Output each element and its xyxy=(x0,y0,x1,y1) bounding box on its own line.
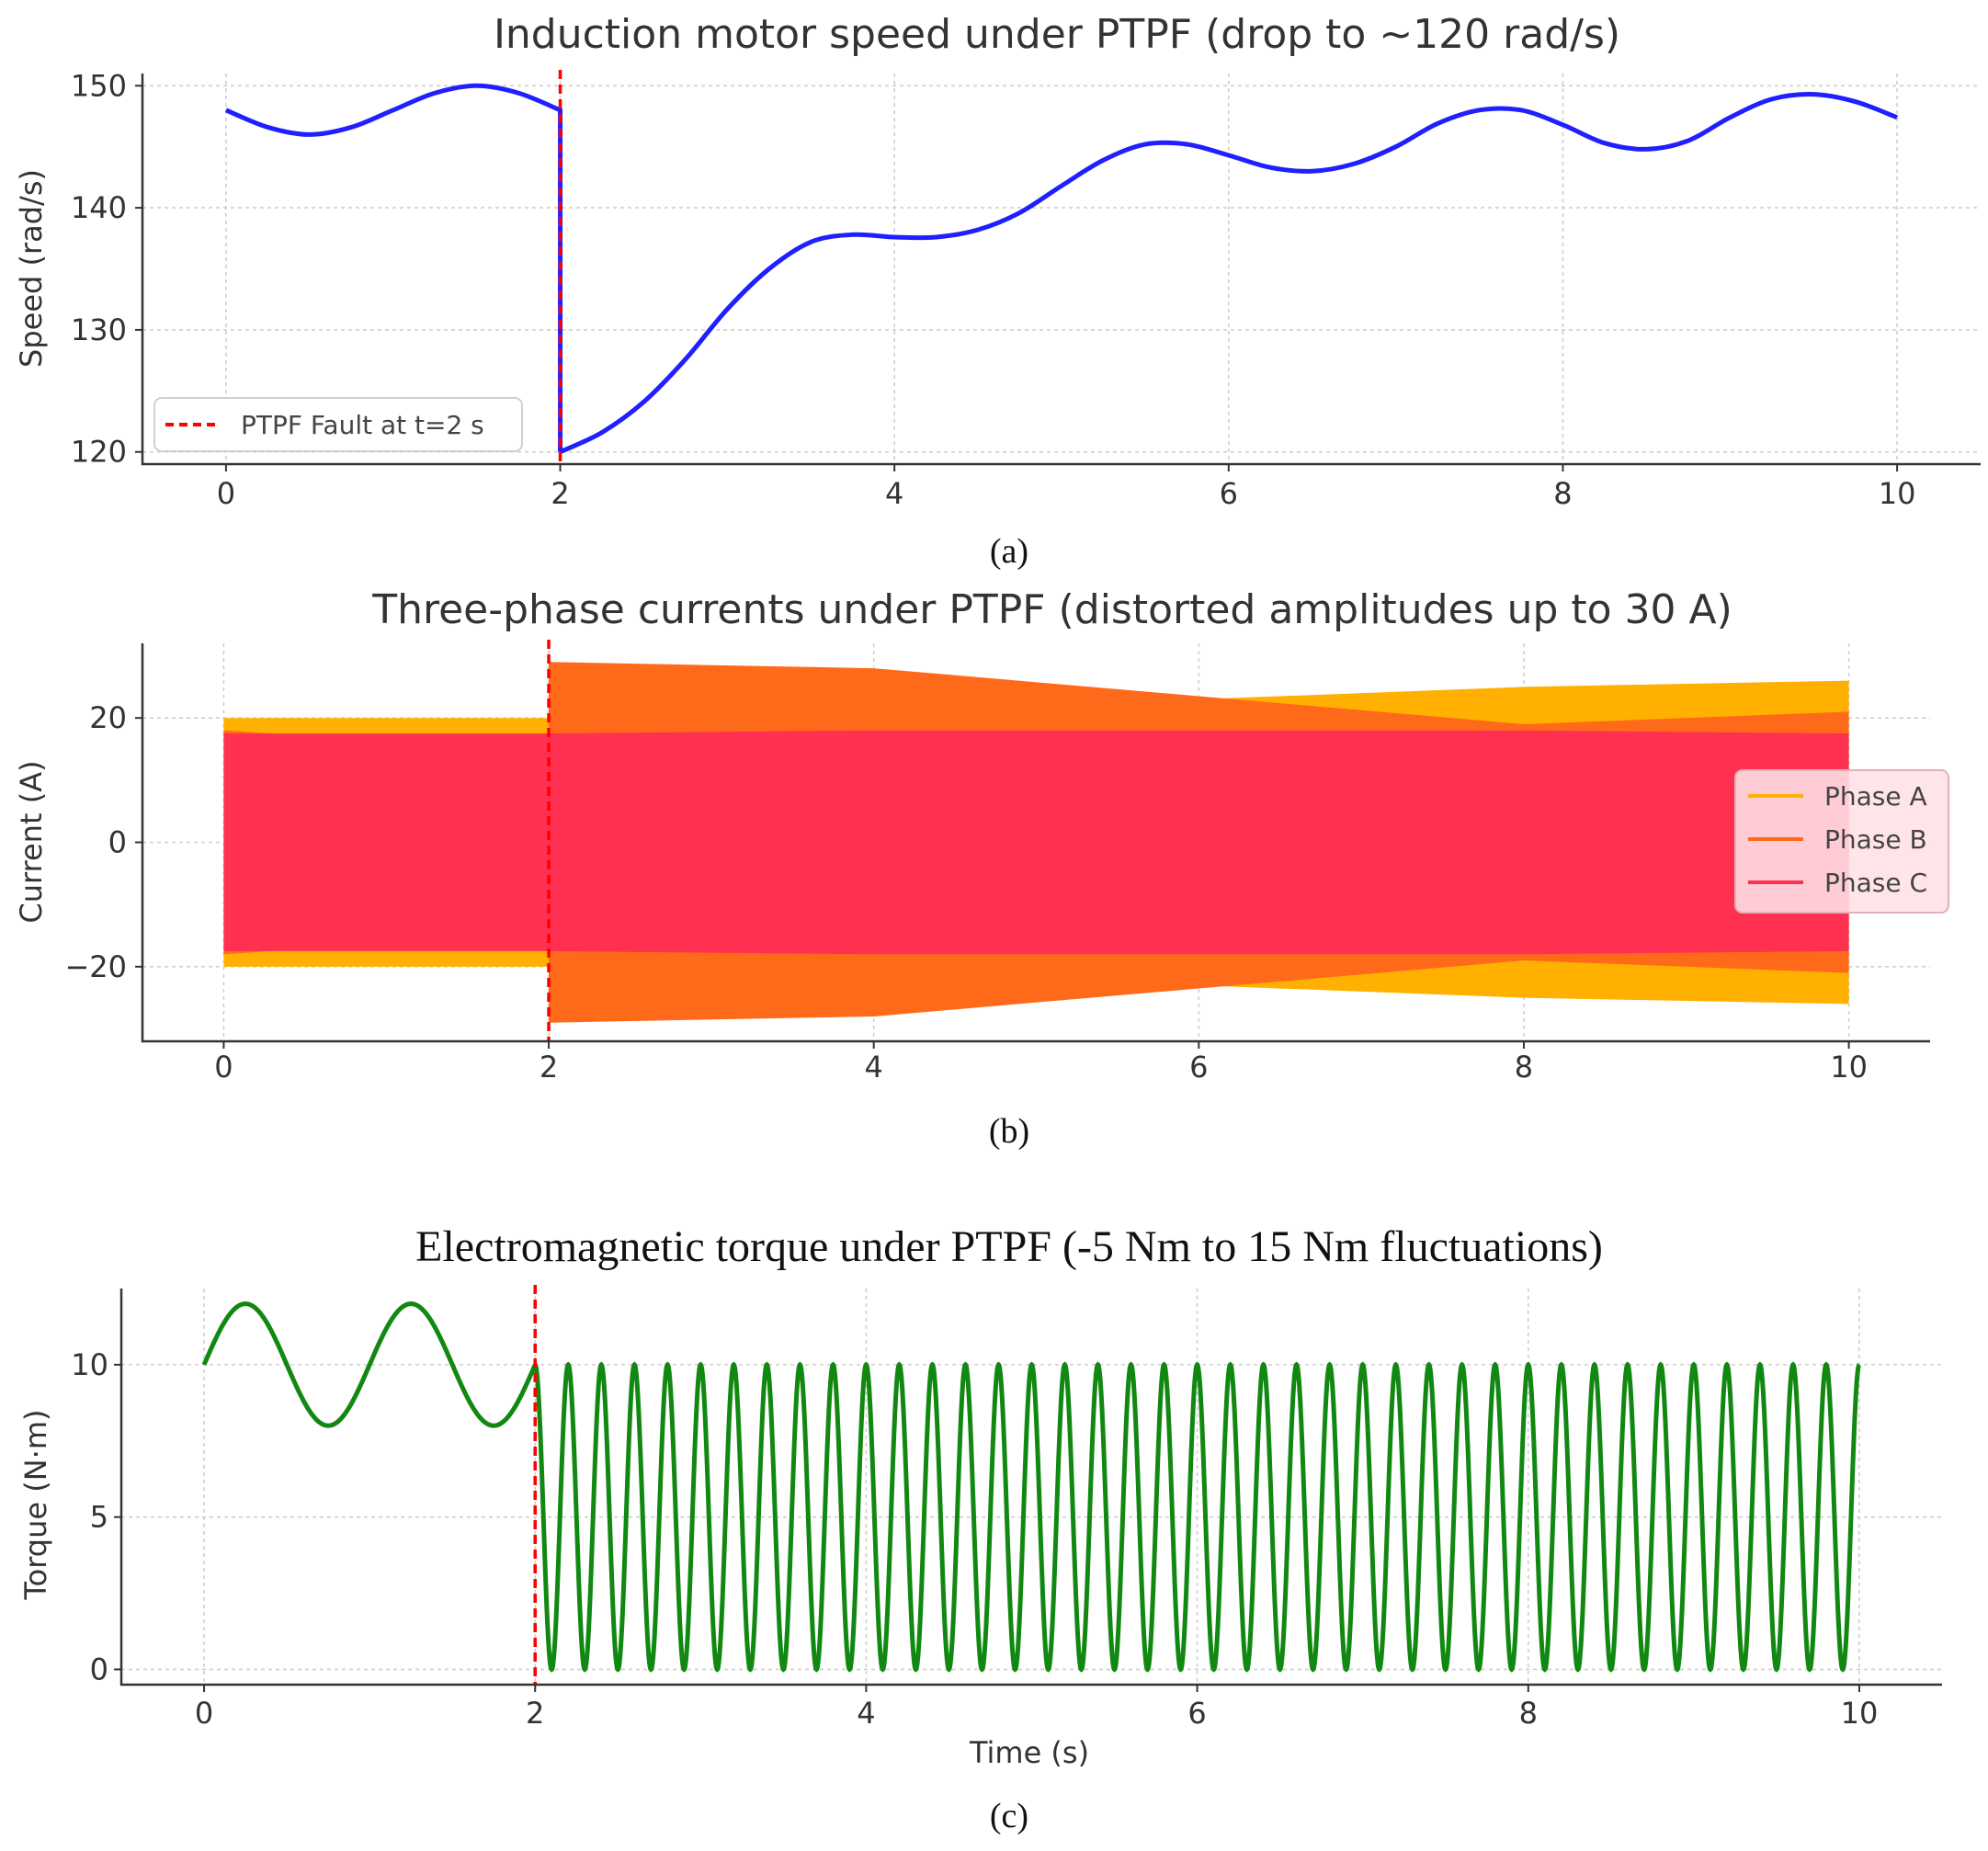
series-line-torque-prefault xyxy=(201,1301,538,1428)
x-tick-label: 0 xyxy=(214,1050,233,1084)
legend-label-fault: PTPF Fault at t=2 s xyxy=(241,410,484,440)
x-tick-label: 10 xyxy=(1841,1696,1879,1731)
x-tick-label: 6 xyxy=(1187,1696,1206,1731)
series-group xyxy=(224,83,1898,454)
y-axis-label: Torque (N·m) xyxy=(18,1410,53,1601)
caption-b: (b) xyxy=(989,1112,1029,1151)
x-tick-labels: 0 2 4 6 8 10 xyxy=(214,1041,1868,1084)
x-tick-label: 6 xyxy=(1220,476,1238,511)
axes-frame xyxy=(141,643,1930,1043)
series-line-torque-postfault xyxy=(533,1361,1861,1673)
chart-torque: Electromagnetic torque under PTPF (-5 Nm… xyxy=(18,1222,1942,1835)
chart-speed: Induction motor speed under PTPF (drop t… xyxy=(14,11,1981,571)
y-tick-label: 5 xyxy=(90,1500,108,1535)
legend-label-phase-a: Phase A xyxy=(1824,781,1927,812)
x-tick-label: 2 xyxy=(526,1696,544,1731)
y-tick-label: 10 xyxy=(71,1347,108,1382)
y-tick-label: 150 xyxy=(71,68,127,103)
x-tick-label: 8 xyxy=(1515,1050,1533,1084)
legend: PTPF Fault at t=2 s xyxy=(153,397,523,452)
y-tick-labels: −20 0 20 xyxy=(64,700,142,984)
y-tick-label: 0 xyxy=(108,825,127,860)
chart-title: Three-phase currents under PTPF (distort… xyxy=(371,586,1732,633)
series-line-speed-postfault xyxy=(559,92,1898,454)
y-tick-labels: 120 130 140 150 xyxy=(71,68,142,470)
chart-title: Electromagnetic torque under PTPF (-5 Nm… xyxy=(415,1222,1603,1271)
x-tick-labels: 0 2 4 6 8 10 xyxy=(195,1685,1878,1731)
x-tick-label: 8 xyxy=(1519,1696,1538,1731)
y-tick-label: −20 xyxy=(64,949,127,984)
y-tick-label: 140 xyxy=(71,190,127,225)
x-tick-label: 4 xyxy=(865,1050,883,1084)
series-line-speed-prefault xyxy=(224,83,563,452)
y-tick-label: 20 xyxy=(89,700,127,735)
caption-c: (c) xyxy=(990,1797,1028,1835)
y-axis-label: Current (A) xyxy=(14,760,49,923)
x-tick-label: 10 xyxy=(1879,476,1916,511)
legend-label-phase-b: Phase B xyxy=(1824,824,1927,855)
series-area-phase-c xyxy=(223,730,1849,955)
x-tick-label: 0 xyxy=(217,476,235,511)
chart-currents: Three-phase currents under PTPF (distort… xyxy=(14,586,1949,1151)
x-tick-label: 4 xyxy=(857,1696,875,1731)
grid xyxy=(121,1289,1942,1685)
x-tick-label: 0 xyxy=(195,1696,213,1731)
y-axis-label: Speed (rad/s) xyxy=(14,169,49,368)
x-tick-label: 2 xyxy=(551,476,569,511)
series-group xyxy=(201,1301,1861,1673)
legend: Phase A Phase B Phase C xyxy=(1734,769,1949,914)
x-axis-label: Time (s) xyxy=(969,1735,1089,1770)
x-tick-label: 10 xyxy=(1830,1050,1868,1084)
caption-a: (a) xyxy=(990,532,1028,571)
x-tick-labels: 0 2 4 6 8 10 xyxy=(217,464,1916,511)
y-tick-label: 130 xyxy=(71,312,127,347)
legend-label-phase-c: Phase C xyxy=(1824,868,1927,898)
y-tick-label: 120 xyxy=(71,435,127,470)
series-group xyxy=(223,662,1849,1023)
x-tick-label: 4 xyxy=(885,476,903,511)
legend-box xyxy=(1734,769,1949,914)
axes-frame xyxy=(141,74,1981,466)
x-tick-label: 8 xyxy=(1553,476,1572,511)
y-tick-label: 0 xyxy=(90,1652,108,1686)
x-tick-label: 2 xyxy=(540,1050,558,1084)
legend-box xyxy=(153,397,523,452)
chart-title: Induction motor speed under PTPF (drop t… xyxy=(494,11,1620,58)
axes-frame xyxy=(119,1289,1942,1686)
y-tick-labels: 0 5 10 xyxy=(71,1347,121,1686)
x-tick-label: 6 xyxy=(1189,1050,1208,1084)
